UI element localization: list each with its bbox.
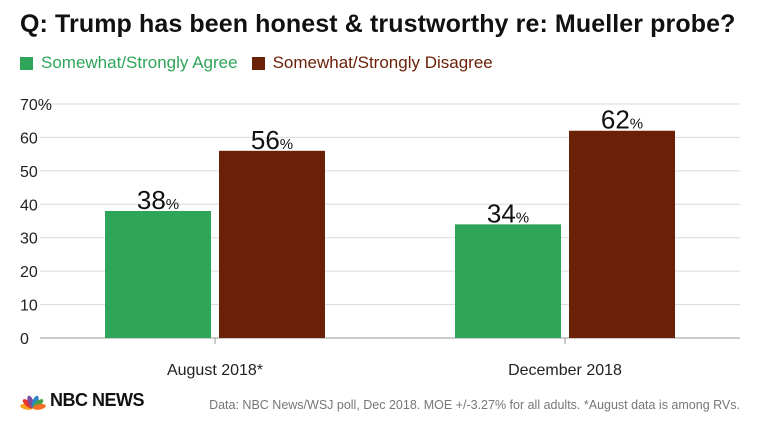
chart-title: Q: Trump has been honest & trustworthy r… — [20, 10, 736, 38]
legend-swatch-disagree — [251, 56, 265, 70]
peacock-icon — [20, 395, 46, 410]
data-label: 62% — [601, 105, 643, 135]
data-label: 56% — [251, 125, 293, 155]
y-tick-label: 30 — [20, 231, 38, 248]
x-tick-label: August 2018* — [167, 362, 263, 379]
bar — [105, 210, 211, 338]
source-note: Data: NBC News/WSJ poll, Dec 2018. MOE +… — [209, 398, 740, 412]
bar — [455, 224, 561, 338]
legend: Somewhat/Strongly Agree Somewhat/Strongl… — [20, 53, 507, 73]
logo-text: NBC NEWS — [50, 390, 145, 410]
data-label: 34% — [487, 198, 529, 228]
y-tick-label: 20 — [20, 264, 38, 281]
peacock-feather — [32, 403, 46, 410]
footer: NBC NEWS Data: NBC News/WSJ poll, Dec 20… — [0, 390, 760, 420]
legend-swatch-agree — [20, 56, 33, 70]
data-label: 38% — [137, 185, 179, 215]
y-tick-label: 70% — [20, 97, 52, 114]
legend-item-agree: Somewhat/Strongly Agree — [20, 53, 238, 73]
y-tick-label: 0 — [20, 331, 29, 348]
bar — [219, 150, 325, 338]
bar — [569, 130, 675, 338]
nbc-news-logo: NBC NEWS — [20, 390, 145, 411]
y-tick-label: 60 — [20, 130, 38, 147]
y-tick-label: 50 — [20, 164, 38, 181]
y-tick-label: 40 — [20, 197, 38, 214]
legend-label-agree: Somewhat/Strongly Agree — [41, 53, 238, 72]
x-tick-label: December 2018 — [508, 362, 622, 379]
y-tick-label: 10 — [20, 298, 38, 315]
legend-item-disagree: Somewhat/Strongly Disagree — [251, 53, 493, 73]
legend-label-disagree: Somewhat/Strongly Disagree — [272, 53, 493, 72]
